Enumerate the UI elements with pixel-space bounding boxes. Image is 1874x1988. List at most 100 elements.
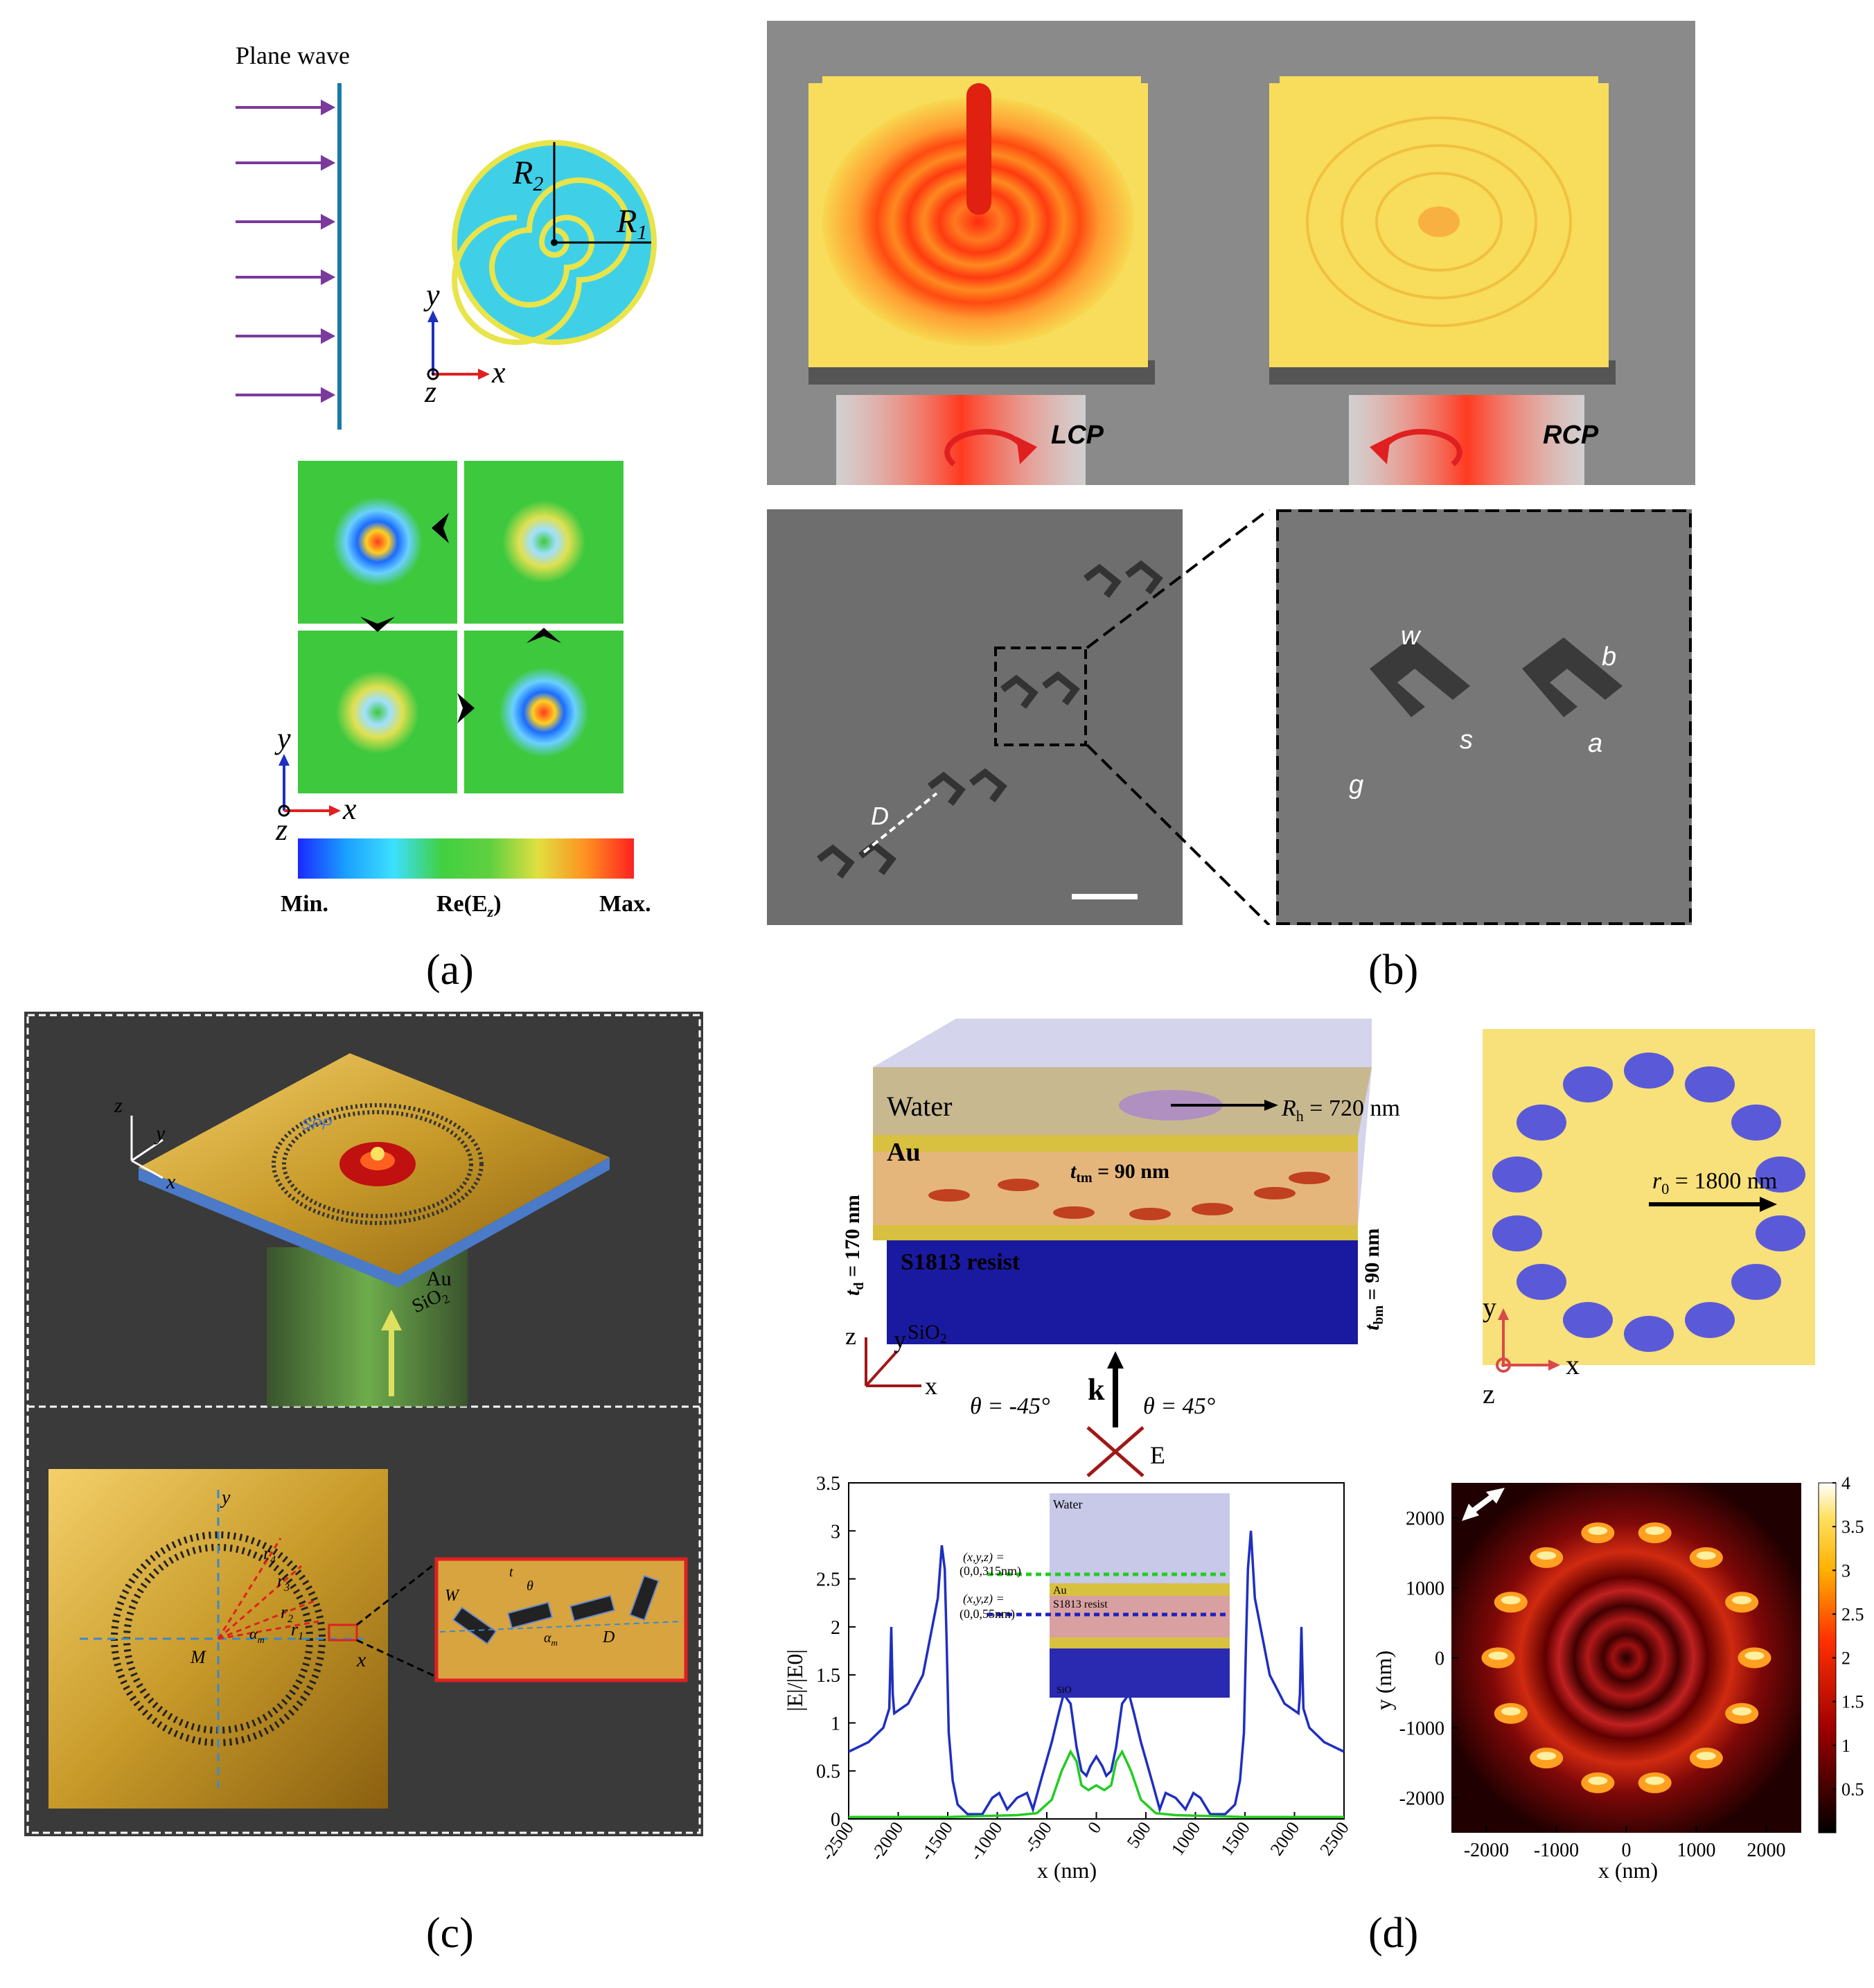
svg-text:z: z <box>1483 1378 1495 1409</box>
colorbar-a-labels: Min. Re(Ez) Max. <box>281 891 651 920</box>
axes-c-top <box>130 1116 163 1179</box>
svg-text:Max.: Max. <box>599 891 651 917</box>
plane-wave-arrows <box>236 99 336 403</box>
svg-text:y (nm): y (nm) <box>1372 1651 1396 1710</box>
colorbar-tick-label: 3.5 <box>1841 1517 1864 1537</box>
hm-hotspot-core <box>1732 1707 1752 1716</box>
svg-text:Min.: Min. <box>281 891 328 917</box>
svg-text:x: x <box>356 1648 366 1671</box>
series-line-0 <box>848 1531 1345 1815</box>
colorbar-tick-label: 2 <box>1841 1648 1850 1669</box>
panel-a-schematic: Plane wave R2 R1 y x z <box>236 42 657 430</box>
axes-a-top: y x z <box>423 278 506 409</box>
colorbar-tick-label: 0.5 <box>1841 1779 1864 1800</box>
svg-text:αm: αm <box>544 1630 558 1648</box>
svg-text:r0 = 1800 nm: r0 = 1800 nm <box>1652 1168 1777 1197</box>
svg-text:s: s <box>1460 725 1473 755</box>
svg-text:SiO2: SiO2 <box>908 1321 947 1346</box>
svg-text:|E|/|E0|: |E|/|E0| <box>782 1649 807 1712</box>
hm-hotspot-core <box>1732 1596 1752 1605</box>
svg-text:td = 170 nm: td = 170 nm <box>841 1195 867 1296</box>
hm-hotspot-core <box>1537 1752 1557 1761</box>
svg-text:z: z <box>275 813 288 847</box>
svg-text:Water: Water <box>887 1091 953 1122</box>
hm-hotspot-core <box>1588 1776 1608 1785</box>
y-tick-label: 1.5 <box>816 1665 840 1687</box>
hm-y-tick-label: 1000 <box>1406 1578 1444 1600</box>
hm-x-tick-label: -2000 <box>1464 1840 1509 1861</box>
hm-y-tick-label: -2000 <box>1399 1788 1444 1810</box>
heatmap-xlabel: x (nm) <box>1598 1858 1658 1883</box>
r2-label: R2 <box>512 155 543 195</box>
svg-text:x: x <box>925 1372 937 1400</box>
hm-hotspot-core <box>1645 1776 1665 1785</box>
svg-text:θ: θ <box>527 1578 533 1594</box>
panel-c-label: (c) <box>426 1910 474 1957</box>
svg-text:RCP: RCP <box>1543 421 1599 450</box>
axes-a-bottom: y x z <box>274 721 357 847</box>
panel-b-sem: D w b s a g <box>767 509 1692 925</box>
svg-text:ttm = 90 nm: ttm = 90 nm <box>1070 1160 1169 1186</box>
y-tick-label: 1 <box>831 1713 840 1734</box>
y-tick-label: 3.5 <box>816 1473 840 1495</box>
svg-text:z: z <box>845 1322 856 1350</box>
polarization-arrow <box>1462 1488 1505 1521</box>
heatmap-chart: y (nm) x (nm) -2000 -1000 0 1000 20002000100… <box>1372 1473 1864 1883</box>
panel-b-render: LCP RCP <box>767 21 1695 485</box>
svg-text:x: x <box>166 1170 176 1193</box>
e-field-arrows: E <box>1086 1426 1165 1477</box>
svg-text:k: k <box>1088 1373 1105 1407</box>
svg-text:a: a <box>1588 729 1602 758</box>
x-tick-label: -1000 <box>966 1818 1007 1864</box>
line-chart-inset: Water Au S1813 resist SiO (x,y,z) = (0,0… <box>960 1493 1230 1698</box>
colorbar-tick-label: 1 <box>1841 1736 1850 1756</box>
panel-d-label: (d) <box>1368 1910 1419 1957</box>
x-tick-label: 1500 <box>1217 1818 1254 1859</box>
heatmap-ylabel: y (nm) <box>1372 1651 1396 1710</box>
x-tick-label: -500 <box>1020 1818 1056 1857</box>
line-chart-xlabel: x (nm) <box>1037 1858 1097 1883</box>
hm-hotspot-core <box>1696 1551 1716 1560</box>
svg-text:D: D <box>602 1628 615 1646</box>
svg-text:SiO: SiO <box>1057 1685 1072 1696</box>
hm-hotspot-core <box>1588 1527 1608 1536</box>
hm-x-tick-label: 0 <box>1622 1840 1632 1861</box>
plane-wave-label: Plane wave <box>236 42 350 69</box>
svg-text:tbm = 90 nm: tbm = 90 nm <box>1361 1229 1386 1330</box>
svg-text:θ = -45°: θ = -45° <box>970 1393 1050 1419</box>
colorbar-mid-label: Re(Ez) <box>436 891 502 920</box>
panel-c: z y x SPP Au SiO2 y x M r4 r3 r2 r1 αm W… <box>24 1012 703 1836</box>
svg-text:θ = 45°: θ = 45° <box>1143 1393 1216 1419</box>
svg-text:z: z <box>424 375 436 409</box>
svg-text:g: g <box>1349 771 1363 800</box>
svg-text:t: t <box>509 1565 513 1580</box>
x-tick-label: -2500 <box>817 1818 858 1864</box>
x-tick-label: -2000 <box>867 1818 908 1864</box>
svg-text:E: E <box>1150 1441 1165 1469</box>
svg-text:SPP: SPP <box>301 1116 332 1133</box>
svg-text:x: x <box>1566 1349 1580 1380</box>
svg-text:r3: r3 <box>277 1571 290 1594</box>
hm-hotspot-core <box>1645 1527 1665 1536</box>
colorbar-tick-label: 2.5 <box>1841 1604 1864 1624</box>
hm-hotspot-core <box>1501 1596 1521 1605</box>
svg-text:D: D <box>871 802 889 830</box>
svg-text:(x,y,z) =: (x,y,z) = <box>963 1592 1005 1606</box>
colorbar-tick-label: 1.5 <box>1841 1692 1864 1712</box>
x-tick-label: 1000 <box>1167 1818 1205 1859</box>
colorbar-tick-label: 4 <box>1841 1473 1850 1493</box>
svg-text:r4: r4 <box>263 1543 276 1566</box>
svg-text:Rh = 720 nm: Rh = 720 nm <box>1281 1096 1400 1125</box>
svg-text:y: y <box>154 1122 166 1145</box>
hm-hotspot-core <box>1501 1707 1521 1716</box>
panel-a-label: (a) <box>426 947 474 994</box>
panel-b-label: (b) <box>1368 947 1419 994</box>
svg-text:y: y <box>894 1326 906 1353</box>
hm-y-tick-label: 0 <box>1435 1648 1444 1670</box>
panel-d-ring: r0 = 1800 nm y x z <box>1483 1029 1815 1409</box>
svg-text:(0,0,55nm): (0,0,55nm) <box>960 1607 1015 1621</box>
svg-text:Au: Au <box>426 1267 452 1290</box>
svg-text:Water: Water <box>1053 1497 1083 1511</box>
r1-label: R1 <box>616 203 647 244</box>
spiral-lens <box>452 140 657 345</box>
